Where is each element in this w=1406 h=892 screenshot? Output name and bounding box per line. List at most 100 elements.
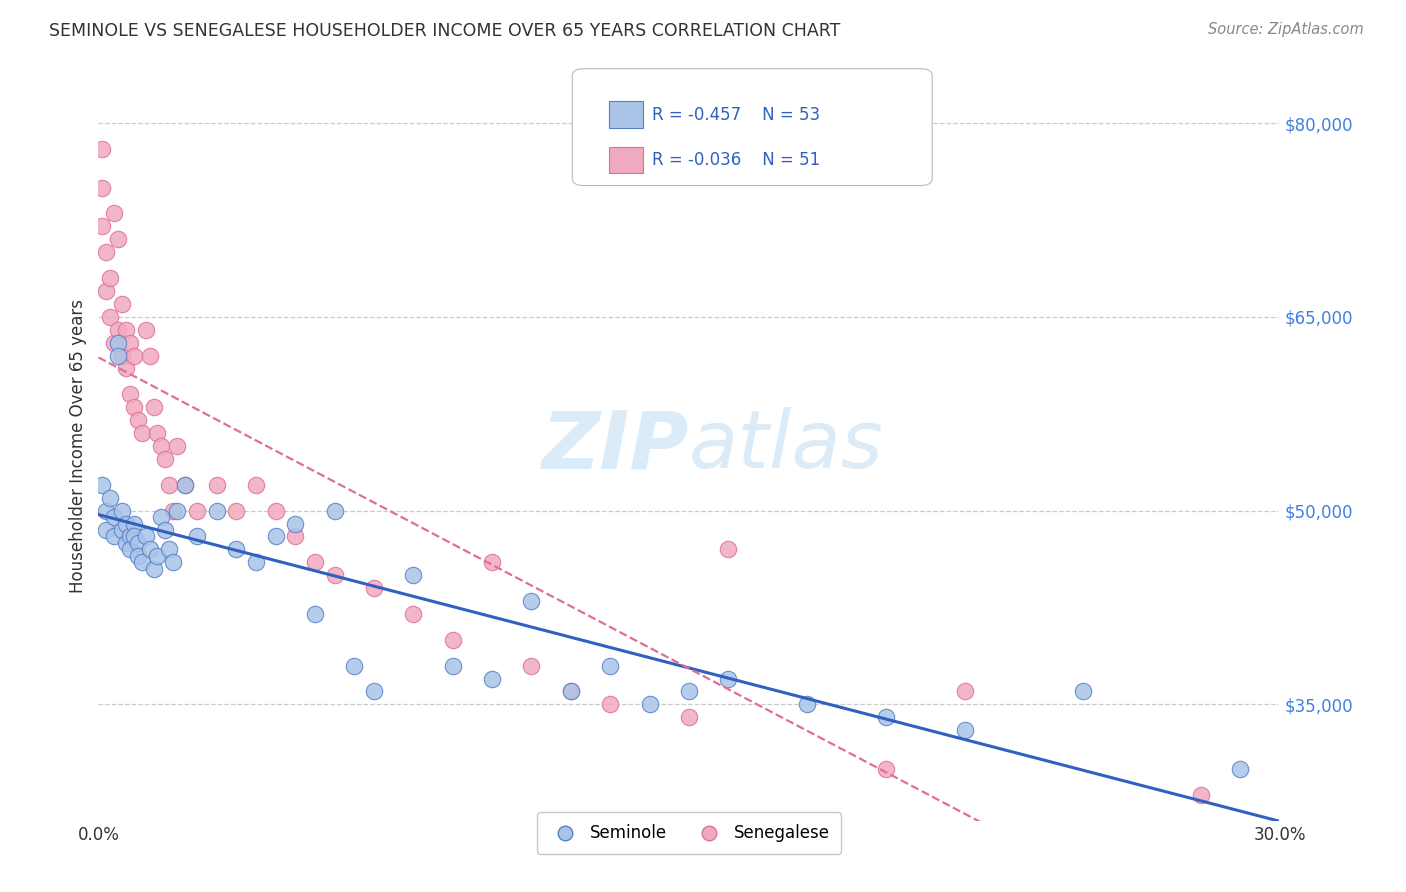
Point xyxy=(96,245,118,260)
Point xyxy=(127,549,149,563)
Point xyxy=(678,684,700,698)
Point xyxy=(323,503,346,517)
Point xyxy=(115,536,138,550)
Text: atlas: atlas xyxy=(689,407,884,485)
Point xyxy=(205,477,228,491)
Point xyxy=(146,549,169,563)
Point xyxy=(155,523,177,537)
Point xyxy=(150,439,173,453)
Point xyxy=(162,503,184,517)
Point xyxy=(717,672,740,686)
Text: Source: ZipAtlas.com: Source: ZipAtlas.com xyxy=(1208,22,1364,37)
Point xyxy=(157,542,180,557)
Text: ZIP: ZIP xyxy=(541,407,689,485)
Point xyxy=(150,510,173,524)
Point xyxy=(174,477,197,491)
Point xyxy=(96,284,118,298)
Point xyxy=(1229,762,1251,776)
Point xyxy=(363,684,385,698)
Point xyxy=(560,684,582,698)
Text: R = -0.457    N = 53: R = -0.457 N = 53 xyxy=(652,106,821,124)
Point xyxy=(135,529,157,543)
Point xyxy=(98,310,121,324)
Point xyxy=(599,698,621,712)
Point xyxy=(284,516,307,531)
Point xyxy=(953,723,976,738)
Point xyxy=(599,658,621,673)
Point xyxy=(245,477,267,491)
Point xyxy=(118,335,141,350)
Point xyxy=(225,542,247,557)
Point xyxy=(111,297,134,311)
Point xyxy=(122,516,145,531)
Point xyxy=(953,684,976,698)
Point xyxy=(142,401,165,415)
Point xyxy=(402,607,425,621)
Point xyxy=(678,710,700,724)
Point xyxy=(146,426,169,441)
Point xyxy=(98,271,121,285)
Point xyxy=(225,503,247,517)
Point xyxy=(103,206,125,220)
Point xyxy=(441,632,464,647)
Point xyxy=(142,562,165,576)
Point xyxy=(796,698,818,712)
Point xyxy=(304,555,326,569)
Point xyxy=(174,477,197,491)
Point xyxy=(118,542,141,557)
Point xyxy=(138,542,160,557)
Point xyxy=(875,762,897,776)
Point xyxy=(304,607,326,621)
Point xyxy=(155,451,177,466)
Point xyxy=(107,335,129,350)
Point xyxy=(91,180,114,194)
Point xyxy=(103,510,125,524)
Point xyxy=(481,672,503,686)
Point xyxy=(111,349,134,363)
Point xyxy=(107,323,129,337)
Point xyxy=(96,503,118,517)
Point xyxy=(481,555,503,569)
Point xyxy=(245,555,267,569)
Point xyxy=(122,401,145,415)
Point xyxy=(122,529,145,543)
Point xyxy=(115,323,138,337)
Point xyxy=(107,232,129,246)
Point xyxy=(717,542,740,557)
Point xyxy=(186,529,208,543)
Point xyxy=(343,658,366,673)
Point xyxy=(122,349,145,363)
Point xyxy=(91,219,114,234)
Point xyxy=(284,529,307,543)
Point xyxy=(115,361,138,376)
Point xyxy=(118,529,141,543)
Y-axis label: Householder Income Over 65 years: Householder Income Over 65 years xyxy=(69,299,87,593)
Point xyxy=(264,529,287,543)
Point xyxy=(157,477,180,491)
Point xyxy=(98,491,121,505)
Point xyxy=(638,698,661,712)
Point xyxy=(91,142,114,156)
Point xyxy=(186,503,208,517)
Point xyxy=(1071,684,1094,698)
Point xyxy=(441,658,464,673)
Point xyxy=(127,413,149,427)
Point xyxy=(264,503,287,517)
Point xyxy=(1189,788,1212,802)
Legend: Seminole, Senegalese: Seminole, Senegalese xyxy=(537,813,841,854)
Point xyxy=(875,710,897,724)
Point xyxy=(107,349,129,363)
Point xyxy=(363,581,385,595)
Point xyxy=(103,529,125,543)
Point xyxy=(162,555,184,569)
Point xyxy=(402,568,425,582)
Point xyxy=(103,335,125,350)
Point xyxy=(138,349,160,363)
Point xyxy=(111,503,134,517)
Point xyxy=(135,323,157,337)
Point xyxy=(131,426,153,441)
Point xyxy=(166,503,188,517)
Text: R = -0.036    N = 51: R = -0.036 N = 51 xyxy=(652,151,821,169)
Point xyxy=(520,658,543,673)
Point xyxy=(96,523,118,537)
